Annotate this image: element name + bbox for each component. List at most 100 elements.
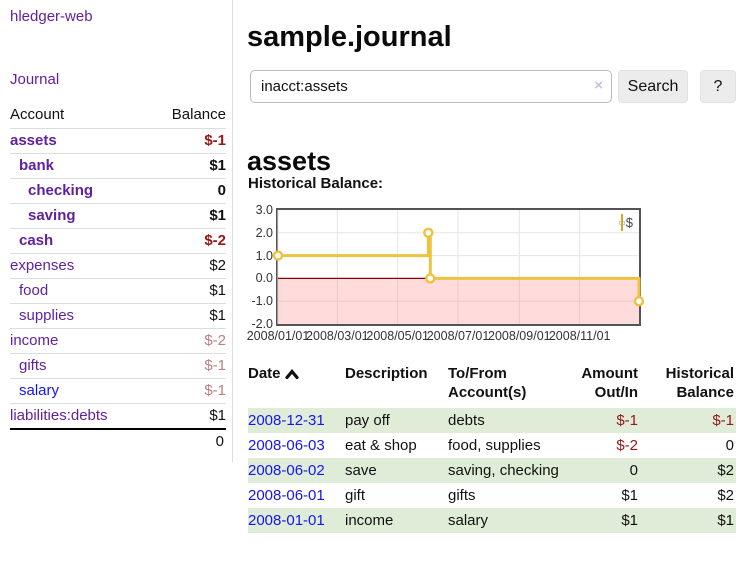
account-balance: 0 [218,182,226,200]
transaction-amount: 0 [578,458,640,483]
x-axis-tick-label: 2008/03/01 [306,329,369,343]
y-axis-tick-label: 1.0 [248,249,273,262]
account-row: cash $-2 [10,228,226,253]
account-link[interactable]: cash [10,232,53,250]
transaction-amount: $-1 [578,408,640,433]
y-axis-tick-label: -1.0 [248,295,273,308]
clear-search-icon[interactable]: × [594,77,603,94]
account-link[interactable]: supplies [10,307,74,325]
chart-title: Historical Balance: [248,175,383,192]
transaction-amount: $-2 [578,433,640,458]
data-point-marker [274,252,282,260]
account-balance: $1 [209,157,226,175]
account-row: expenses $2 [10,253,226,278]
account-balance: $2 [209,257,226,275]
transaction-accounts: saving, checking [448,458,578,483]
search-button[interactable]: Search [618,70,688,103]
account-balance: $1 [209,307,226,325]
transaction-row: 2008-06-02 save saving, checking 0 $2 [248,458,736,483]
account-link[interactable]: checking [10,182,93,200]
account-row: assets $-1 [10,128,226,153]
app-brand-link[interactable]: hledger-web [10,8,93,25]
transaction-row: 2008-06-01 gift gifts $1 $2 [248,483,736,508]
accounts-list: assets $-1 bank $1 checking 0 saving $1 … [10,128,226,428]
transaction-balance: $2 [640,483,736,508]
legend-label: $ [626,215,633,230]
account-row: income $-2 [10,328,226,353]
account-balance: $-1 [204,382,226,400]
register-header-balance: Historical Balance [640,362,736,408]
sidebar-item-journal[interactable]: Journal [10,71,59,88]
y-axis-tick-label: 0.0 [248,272,273,285]
transaction-row: 2008-12-31 pay off debts $-1 $-1 [248,408,736,433]
transaction-description: save [345,458,448,483]
transaction-balance: $1 [640,508,736,533]
accounts-header-balance: Balance [172,106,226,123]
chart-plot-area[interactable]: $ [276,208,641,326]
transaction-balance: 0 [640,433,736,458]
transaction-date-link[interactable]: 2008-06-02 [248,462,325,479]
account-balance: $-1 [204,357,226,375]
account-link[interactable]: bank [10,157,54,175]
transaction-balance: $2 [640,458,736,483]
account-link[interactable]: expenses [10,257,74,275]
accounts-header-account: Account [10,106,64,123]
transaction-balance: $-1 [640,408,736,433]
transaction-accounts: debts [448,408,578,433]
historical-balance-chart: $ 3.02.01.00.0-1.0-2.02008/01/012008/03/… [248,202,742,344]
account-row: saving $1 [10,203,226,228]
accounts-table: Account Balance assets $-1 bank $1 check… [10,102,226,453]
account-link[interactable]: salary [10,382,59,400]
account-row: checking 0 [10,178,226,203]
account-balance: $1 [209,282,226,300]
transaction-description: eat & shop [345,433,448,458]
data-point-marker [424,229,432,237]
x-axis-tick-label: 2008/07/01 [427,329,490,343]
account-row: supplies $1 [10,303,226,328]
transaction-accounts: food, supplies [448,433,578,458]
account-link[interactable]: income [10,332,58,350]
account-balance: $1 [209,407,226,425]
account-link[interactable]: food [10,282,48,300]
account-link[interactable]: gifts [10,357,47,375]
register-header-description: Description [345,362,448,408]
legend-swatch-icon [619,221,625,225]
transaction-date-link[interactable]: 2008-01-01 [248,512,325,529]
transaction-accounts: gifts [448,483,578,508]
account-row: food $1 [10,278,226,303]
account-row: salary $-1 [10,378,226,403]
transaction-date-link[interactable]: 2008-06-01 [248,487,325,504]
account-link[interactable]: liabilities:debts [10,407,108,425]
register-table: Date Description To/From Account(s) Amou… [248,362,736,533]
page-title: sample.journal [247,21,452,54]
transaction-description: gift [345,483,448,508]
account-row: bank $1 [10,153,226,178]
account-link[interactable]: assets [10,132,57,150]
transaction-date-link[interactable]: 2008-06-03 [248,437,325,454]
transaction-description: pay off [345,408,448,433]
account-link[interactable]: saving [10,207,76,225]
x-axis-tick-label: 2008/11/01 [549,329,611,343]
register-header-row: Date Description To/From Account(s) Amou… [248,362,736,408]
transaction-row: 2008-06-03 eat & shop food, supplies $-2… [248,433,736,458]
transaction-date-link[interactable]: 2008-12-31 [248,412,325,429]
account-balance: $-2 [204,232,226,250]
help-button[interactable]: ? [700,70,736,103]
account-heading: assets [247,146,331,177]
accounts-total-balance: 0 [10,428,226,453]
x-axis-tick-label: 2008/09/01 [488,329,551,343]
register-header-amount: Amount Out/In [578,362,640,408]
account-row: liabilities:debts $1 [10,403,226,428]
data-point-marker [426,274,434,282]
negative-region [278,278,639,324]
x-axis-tick-label: 2008/05/01 [366,329,429,343]
data-point-marker [635,297,643,305]
transaction-description: income [345,508,448,533]
register-header-accounts: To/From Account(s) [448,362,578,408]
transaction-accounts: salary [448,508,578,533]
account-balance: $1 [209,207,226,225]
account-row: gifts $-1 [10,353,226,378]
search-input[interactable] [250,70,612,103]
register-header-date[interactable]: Date [248,362,345,408]
transaction-row: 2008-01-01 income salary $1 $1 [248,508,736,533]
